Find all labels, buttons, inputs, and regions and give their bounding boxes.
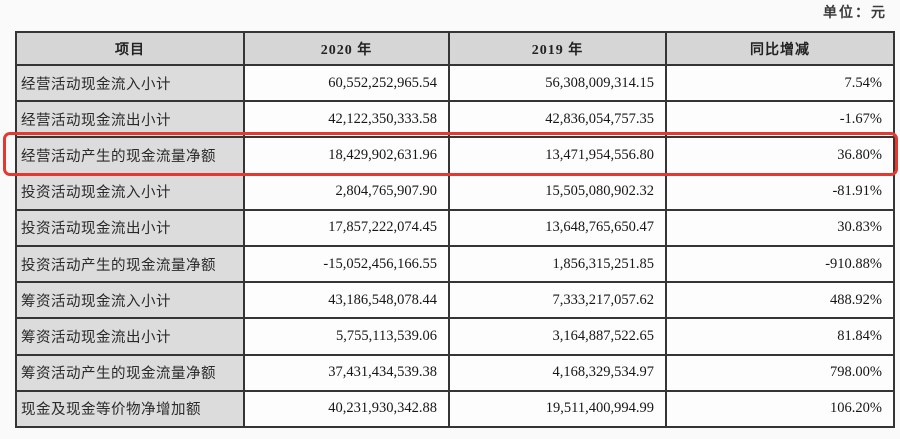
table-row: 经营活动现金流出小计 42,122,350,333.58 42,836,054,… (15, 100, 895, 139)
table-header: 项目 2020 年 2019 年 同比增减 (15, 31, 895, 66)
row-yoy-change: -1.67% (665, 100, 895, 139)
row-item-label: 筹资活动现金流出小计 (15, 317, 245, 356)
row-2019-value: 19,511,400,994.99 (448, 389, 667, 428)
row-item-label: 投资活动现金流出小计 (15, 208, 245, 247)
row-yoy-change: 36.80% (665, 136, 895, 175)
row-item-label: 现金及现金等价物净增加额 (15, 389, 245, 428)
table-row: 经营活动产生的现金流量净额 18,429,902,631.96 13,471,9… (15, 136, 895, 175)
row-item-label: 经营活动产生的现金流量净额 (15, 136, 245, 175)
row-2020-value: 43,186,548,078.44 (243, 281, 450, 320)
row-2019-value: 3,164,887,522.65 (448, 317, 667, 356)
header-row: 项目 2020 年 2019 年 同比增减 (15, 31, 895, 66)
cash-flow-table: 项目 2020 年 2019 年 同比增减 经营活动现金流入小计 60,552,… (15, 31, 895, 428)
row-2020-value: 17,857,222,074.45 (243, 208, 450, 247)
row-2019-value: 56,308,009,314.15 (448, 63, 667, 103)
col-header-2019: 2019 年 (448, 31, 667, 66)
row-yoy-change: 106.20% (665, 389, 895, 428)
row-yoy-change: -81.91% (665, 172, 895, 211)
row-yoy-change: -910.88% (665, 244, 895, 284)
table-body: 经营活动现金流入小计 60,552,252,965.54 56,308,009,… (15, 63, 895, 428)
row-2020-value: 42,122,350,333.58 (243, 100, 450, 139)
row-item-label: 投资活动现金流入小计 (15, 172, 245, 211)
table-row: 经营活动现金流入小计 60,552,252,965.54 56,308,009,… (15, 63, 895, 103)
row-2020-value: 40,231,930,342.88 (243, 389, 450, 428)
row-2020-value: 37,431,434,539.38 (243, 353, 450, 392)
row-2020-value: 60,552,252,965.54 (243, 63, 450, 103)
row-item-label: 投资活动产生的现金流量净额 (15, 244, 245, 284)
row-2020-value: -15,052,456,166.55 (243, 244, 450, 284)
row-2019-value: 13,648,765,650.47 (448, 208, 667, 247)
row-2019-value: 4,168,329,534.97 (448, 353, 667, 392)
row-item-label: 经营活动现金流出小计 (15, 100, 245, 139)
table-row: 投资活动现金流入小计 2,804,765,907.90 15,505,080,9… (15, 172, 895, 211)
row-2019-value: 7,333,217,057.62 (448, 281, 667, 320)
table-row: 现金及现金等价物净增加额 40,231,930,342.88 19,511,40… (15, 389, 895, 428)
row-item-label: 经营活动现金流入小计 (15, 63, 245, 103)
table-wrap: 项目 2020 年 2019 年 同比增减 经营活动现金流入小计 60,552,… (3, 31, 898, 428)
col-header-item: 项目 (15, 31, 245, 66)
unit-label: 单位：元 (823, 6, 887, 21)
row-item-label: 筹资活动现金流入小计 (15, 281, 245, 320)
row-yoy-change: 30.83% (665, 208, 895, 247)
row-yoy-change: 798.00% (665, 353, 895, 392)
row-2019-value: 42,836,054,757.35 (448, 100, 667, 139)
table-row: 筹资活动产生的现金流量净额 37,431,434,539.38 4,168,32… (15, 353, 895, 392)
row-2019-value: 1,856,315,251.85 (448, 244, 667, 284)
table-row: 投资活动现金流出小计 17,857,222,074.45 13,648,765,… (15, 208, 895, 247)
row-yoy-change: 7.54% (665, 63, 895, 103)
table-row: 筹资活动现金流入小计 43,186,548,078.44 7,333,217,0… (15, 281, 895, 320)
col-header-yoy-change: 同比增减 (665, 31, 895, 66)
col-header-2020: 2020 年 (243, 31, 450, 66)
row-2020-value: 5,755,113,539.06 (243, 317, 450, 356)
row-2019-value: 13,471,954,556.80 (448, 136, 667, 175)
row-yoy-change: 81.84% (665, 317, 895, 356)
row-item-label: 筹资活动产生的现金流量净额 (15, 353, 245, 392)
row-2020-value: 2,804,765,907.90 (243, 172, 450, 211)
table-row: 投资活动产生的现金流量净额 -15,052,456,166.55 1,856,3… (15, 244, 895, 284)
row-yoy-change: 488.92% (665, 281, 895, 320)
row-2020-value: 18,429,902,631.96 (243, 136, 450, 175)
table-row: 筹资活动现金流出小计 5,755,113,539.06 3,164,887,52… (15, 317, 895, 356)
row-2019-value: 15,505,080,902.32 (448, 172, 667, 211)
